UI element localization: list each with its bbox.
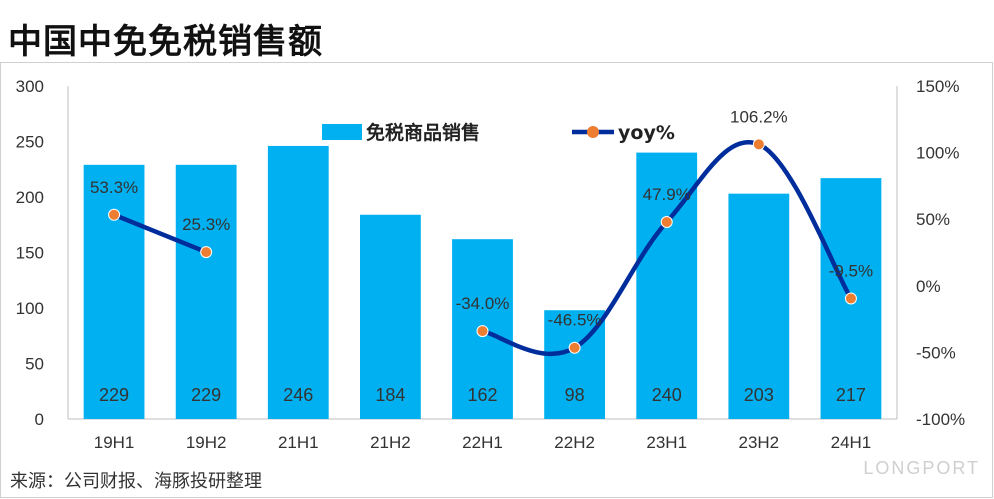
y2-tick-label: 150% <box>916 77 959 96</box>
yoy-point <box>568 341 581 354</box>
yoy-data-label: 47.9% <box>643 185 691 204</box>
bar <box>175 164 237 419</box>
bar-value-label: 98 <box>565 385 585 405</box>
legend-label-line: yoy% <box>618 122 675 144</box>
bar <box>267 145 329 419</box>
y-tick-label: 0 <box>35 410 44 429</box>
x-tick-label: 24H1 <box>831 433 872 452</box>
bar-value-label: 217 <box>836 385 866 405</box>
y2-tick-label: 0% <box>916 277 941 296</box>
y2-tick-label: 100% <box>916 144 959 163</box>
legend-swatch-marker <box>587 126 599 138</box>
bar-value-label: 162 <box>467 385 497 405</box>
x-tick-label: 19H2 <box>186 433 227 452</box>
legend-swatch-bar <box>322 124 362 140</box>
x-tick-label: 22H1 <box>462 433 503 452</box>
yoy-line <box>111 212 209 255</box>
y-tick-label: 300 <box>16 77 44 96</box>
legend-label-bar: 免税商品销售 <box>366 121 480 144</box>
yoy-data-label: -34.0% <box>456 294 510 313</box>
x-tick-label: 22H2 <box>554 433 595 452</box>
yoy-point <box>844 292 857 305</box>
y2-tick-label: 50% <box>916 210 950 229</box>
yoy-data-label: 106.2% <box>730 107 788 126</box>
bar <box>359 214 421 419</box>
y-tick-label: 250 <box>16 133 44 152</box>
yoy-point <box>108 208 121 221</box>
x-tick-label: 23H1 <box>646 433 687 452</box>
bar <box>83 164 145 419</box>
bar-value-label: 184 <box>375 385 405 405</box>
chart-frame <box>0 62 993 498</box>
y-tick-label: 200 <box>16 188 44 207</box>
y-tick-label: 50 <box>25 355 44 374</box>
bar-value-label: 246 <box>283 385 313 405</box>
source-note: 来源：公司财报、海豚投研整理 <box>10 471 262 492</box>
yoy-point <box>660 215 673 228</box>
x-tick-label: 19H1 <box>94 433 135 452</box>
x-tick-label: 23H2 <box>739 433 780 452</box>
watermark-logo: LONGPORT <box>863 458 980 478</box>
bar-value-label: 240 <box>652 385 682 405</box>
y2-tick-label: -100% <box>916 410 965 429</box>
yoy-data-label: 53.3% <box>90 178 138 197</box>
bar <box>728 193 790 419</box>
yoy-data-label: 25.3% <box>182 215 230 234</box>
yoy-data-label: -46.5% <box>548 311 602 330</box>
yoy-point <box>752 138 765 151</box>
x-tick-label: 21H1 <box>278 433 319 452</box>
bar-value-label: 229 <box>191 385 221 405</box>
yoy-point <box>200 246 213 259</box>
yoy-data-label: -9.5% <box>829 261 873 280</box>
yoy-point <box>476 325 489 338</box>
y2-tick-label: -50% <box>916 343 956 362</box>
y-tick-label: 150 <box>16 244 44 263</box>
chart-title: 中国中免免税销售额 <box>8 22 323 62</box>
y-tick-label: 100 <box>16 299 44 318</box>
x-tick-label: 21H2 <box>370 433 411 452</box>
bar-value-label: 203 <box>744 385 774 405</box>
bar-value-label: 229 <box>99 385 129 405</box>
